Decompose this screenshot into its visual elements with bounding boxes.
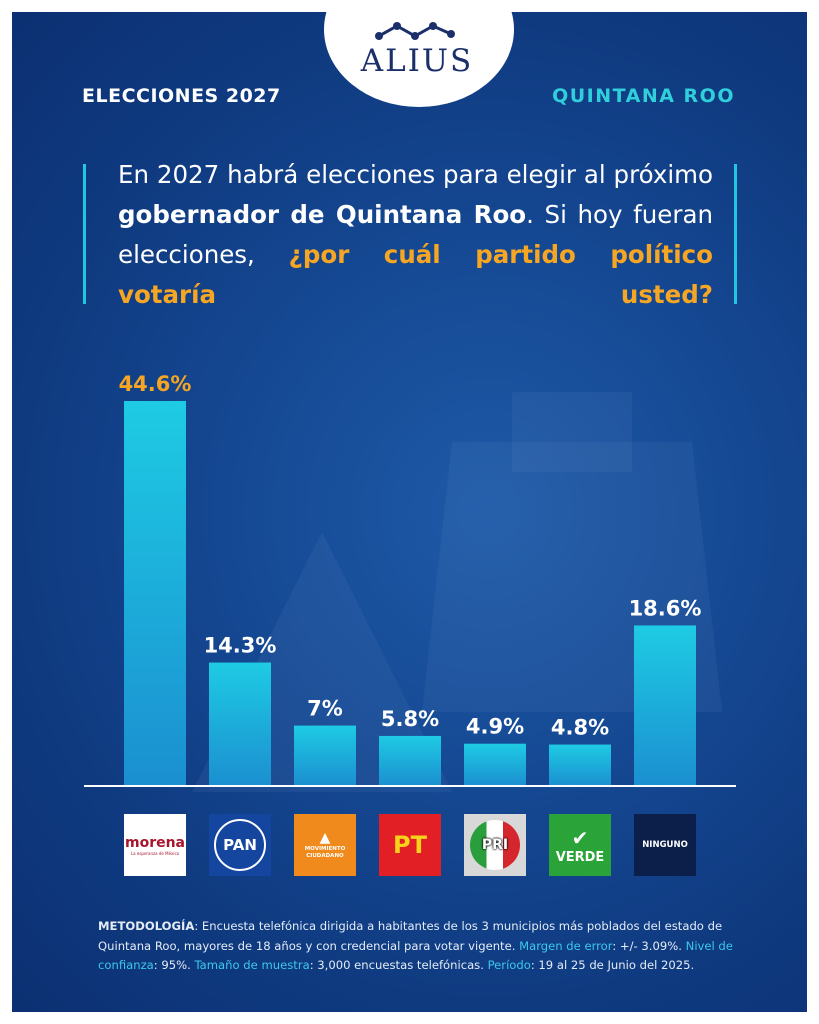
- bar-pri: [464, 743, 526, 786]
- bar-pt: [379, 735, 441, 786]
- state-title: QUINTANA ROO: [552, 85, 735, 107]
- confidence-label: Nivel de confianza: [98, 938, 733, 973]
- background-ruins-tower: [512, 392, 632, 472]
- party-logo-movimiento-ciudadano: ▲ MOVIMIENTO CIUDADANO: [294, 814, 356, 876]
- party-logo-ninguno: NINGUNO: [634, 814, 696, 876]
- bar-pan: [209, 662, 271, 786]
- question-text-2: . Si hoy fueran elecciones,: [118, 200, 713, 269]
- period-value: : 19 al 25 de Junio del 2025.: [530, 958, 695, 972]
- value-label: 5.8%: [381, 707, 439, 731]
- party-logo-pri: PRI: [464, 814, 526, 876]
- party-logo-morena: morena La esperanza de México: [124, 814, 186, 876]
- confidence-value: : 95%.: [153, 958, 195, 972]
- bar-ninguno: [634, 625, 696, 786]
- question-bold: gobernador de Quintana Roo: [118, 200, 527, 229]
- methodology-note: METODOLOGÍA: Encuesta telefónica dirigid…: [98, 917, 750, 976]
- question-bar-left: [83, 164, 86, 304]
- value-label: 7%: [307, 697, 343, 721]
- question-bar-right: [734, 164, 737, 304]
- sample-label: Tamaño de muestra: [194, 958, 310, 972]
- poster-frame: ALIUS ELECCIONES 2027 QUINTANA ROO En 20…: [12, 12, 807, 1012]
- bar-chart: 44.6% 14.3% 7% 5.8% 4.9% 4.8% 18.6%: [84, 372, 736, 787]
- value-label: 4.9%: [466, 715, 524, 739]
- brand-logo: ALIUS: [360, 43, 474, 79]
- value-label: 4.8%: [551, 716, 609, 740]
- method-text: : Encuesta telefónica dirigida a habitan…: [98, 919, 723, 953]
- question-highlight: ¿por cuál partido político votaría usted…: [118, 240, 713, 309]
- method-label: METODOLOGÍA: [98, 919, 195, 933]
- period-label: Período: [487, 958, 531, 972]
- question-text-1: En 2027 habrá elecciones para elegir al …: [118, 160, 713, 189]
- election-title: ELECCIONES 2027: [82, 85, 281, 107]
- margin-value: : +/- 3.09%.: [612, 938, 686, 953]
- party-logo-pan: PAN: [209, 814, 271, 876]
- party-logo-pt: PT: [379, 814, 441, 876]
- party-logo-verde: ✔ VERDE: [549, 814, 611, 876]
- bar-morena: [124, 401, 186, 786]
- bar-verde: [549, 744, 611, 786]
- value-label: 14.3%: [204, 634, 277, 658]
- value-label: 18.6%: [629, 596, 702, 620]
- value-label: 44.6%: [119, 372, 192, 396]
- bar-movimiento-ciudadano: [294, 725, 356, 786]
- survey-question: En 2027 habrá elecciones para elegir al …: [118, 155, 713, 315]
- network-icon: [375, 22, 455, 40]
- sample-value: : 3,000 encuestas telefónicas.: [309, 958, 488, 972]
- margin-label: Margen de error: [519, 938, 613, 953]
